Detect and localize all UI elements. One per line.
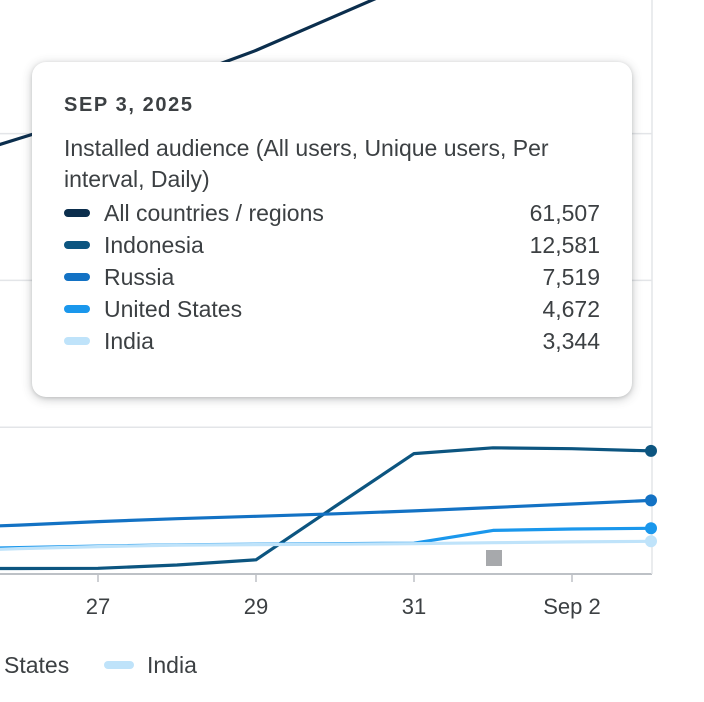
tooltip-row-all-countries: All countries / regions 61,507 xyxy=(64,197,600,229)
tooltip-row-india: India 3,344 xyxy=(64,325,600,357)
tooltip-series-value: 7,519 xyxy=(542,263,600,290)
tooltip-series-name: Indonesia xyxy=(104,231,204,258)
scroll-indicator[interactable] xyxy=(486,550,502,566)
tooltip-swatch-icon xyxy=(64,337,90,345)
tooltip-swatch-icon xyxy=(64,241,90,249)
tooltip-series-value: 12,581 xyxy=(529,231,600,258)
x-axis: 27 29 31 Sep 2 xyxy=(86,574,601,619)
series-line xyxy=(0,539,653,551)
tooltip-series-name: India xyxy=(104,327,154,354)
tooltip-series-name: Russia xyxy=(104,263,175,290)
tooltip-date: SEP 3, 2025 xyxy=(64,94,194,116)
x-tick-label: 29 xyxy=(244,594,268,619)
series-point xyxy=(645,444,657,457)
tooltip-series-name: All countries / regions xyxy=(104,199,324,226)
tooltip-series-value: 61,507 xyxy=(529,199,600,226)
tooltip-series-name: United States xyxy=(104,295,243,322)
legend-label: India xyxy=(147,652,197,678)
tooltip-swatch-icon xyxy=(64,273,90,281)
series-line xyxy=(0,446,653,571)
x-tick-label: 27 xyxy=(86,594,110,619)
chart-legend: States India xyxy=(4,652,197,678)
tooltip-series-value: 3,344 xyxy=(542,327,600,354)
series-line xyxy=(0,498,653,528)
x-tick-label: 31 xyxy=(402,594,426,619)
series-point xyxy=(645,494,657,507)
x-tick-label: Sep 2 xyxy=(543,594,601,619)
tooltip-series-value: 4,672 xyxy=(542,295,600,322)
tooltip-swatch-icon xyxy=(64,305,90,313)
tooltip-row-russia: Russia 7,519 xyxy=(64,261,600,293)
tooltip-row-united-states: United States 4,672 xyxy=(64,293,600,325)
tooltip-row-indonesia: Indonesia 12,581 xyxy=(64,229,600,261)
series-point xyxy=(645,535,657,548)
series-end-points xyxy=(645,444,657,548)
legend-label: States xyxy=(4,652,69,678)
series-point xyxy=(645,522,657,535)
tooltip-metric-label: Installed audience (All users, Unique us… xyxy=(64,135,549,192)
tooltip-rows: All countries / regions 61,507 Indonesia… xyxy=(64,197,600,357)
tooltip-swatch-icon xyxy=(64,209,90,217)
chart-tooltip: SEP 3, 2025 Installed audience (All user… xyxy=(32,62,632,397)
